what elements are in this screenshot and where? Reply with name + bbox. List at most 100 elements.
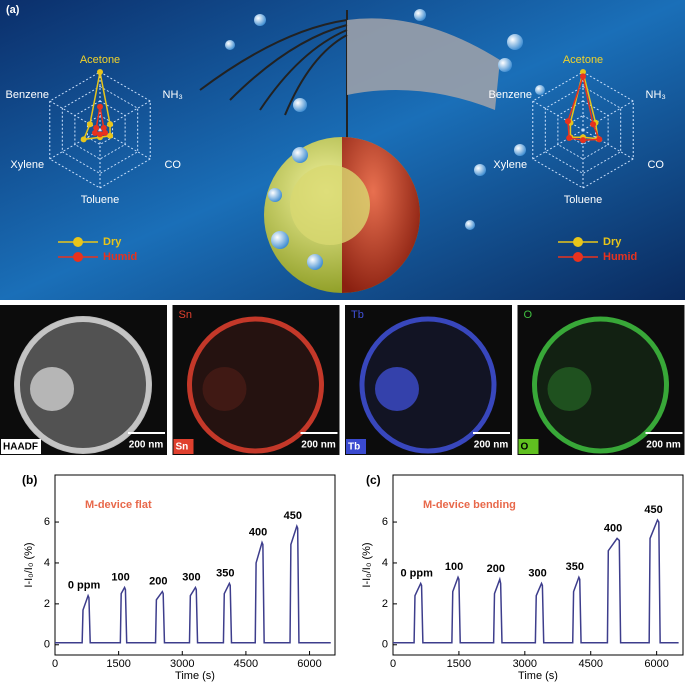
- map-title: O: [524, 309, 533, 321]
- legend-marker: [73, 252, 83, 262]
- plot-frame: [54, 474, 336, 656]
- annotation: 400: [604, 522, 622, 534]
- x-tick-label: 0: [390, 658, 396, 670]
- radar-point: [580, 137, 586, 144]
- y-tick-label: 2: [44, 598, 50, 610]
- radar-axis-label: NH₃: [646, 89, 666, 101]
- radar-point: [100, 124, 107, 131]
- shell-ring: [14, 316, 152, 454]
- illustration: [199, 9, 545, 293]
- map-title: Sn: [179, 309, 192, 321]
- annotation: 100: [445, 561, 463, 573]
- data-line: [55, 523, 331, 644]
- radar-point: [97, 69, 103, 75]
- radar-axis-label: Toluene: [81, 194, 120, 206]
- radar-point: [590, 121, 597, 128]
- radar-point: [596, 136, 603, 143]
- radar-point: [566, 134, 573, 141]
- annotation: 450: [284, 510, 302, 522]
- annotation: 0 ppm: [68, 580, 101, 592]
- radar-point: [86, 121, 93, 128]
- radar-spoke: [532, 100, 584, 131]
- radar-point: [97, 103, 103, 110]
- map-label: Tb: [348, 442, 360, 453]
- map-background: [0, 305, 167, 455]
- annotation: 300: [528, 567, 546, 579]
- chart-title: M-device bending: [423, 499, 516, 511]
- x-tick-label: 6000: [644, 658, 668, 670]
- core: [547, 367, 592, 411]
- legend-label: Dry: [103, 236, 122, 248]
- radar-spoke: [582, 129, 634, 160]
- shell-ring: [187, 316, 324, 454]
- radar-spoke: [49, 129, 101, 160]
- annotation: 400: [249, 526, 267, 538]
- x-axis-label: Time (s): [175, 670, 215, 682]
- radar-point: [91, 129, 98, 136]
- y-tick-label: 0: [382, 639, 388, 651]
- radar-point: [107, 132, 114, 139]
- core: [30, 367, 74, 411]
- radar-axis-label: CO: [164, 159, 181, 171]
- x-tick-label: 4500: [234, 658, 258, 670]
- radar-point: [80, 136, 87, 143]
- shell-fill: [360, 317, 496, 453]
- x-axis-label: Time (s): [518, 670, 558, 682]
- map-background: [517, 305, 685, 455]
- map-label-box: [518, 439, 539, 454]
- y-tick-label: 0: [44, 639, 50, 651]
- annotation: 450: [644, 504, 662, 516]
- map-label-box: [173, 439, 194, 454]
- y-tick-label: 6: [382, 516, 388, 528]
- map-title: Tb: [351, 309, 364, 321]
- map-image: HAADF 200 nm: [0, 305, 167, 455]
- scale-bar-label: 200 nm: [301, 440, 336, 451]
- radar-point: [107, 121, 114, 128]
- legend-marker: [573, 237, 583, 247]
- map-label-box: [346, 439, 366, 454]
- map-label-box: [1, 439, 41, 454]
- annotation: 200: [487, 563, 505, 575]
- legend-label: Dry: [603, 236, 622, 248]
- y-axis-label: I-I₀/I₀ (%): [361, 542, 373, 587]
- core: [202, 367, 247, 411]
- radar-axis-label: Benzene: [489, 89, 532, 101]
- radar-point: [564, 118, 571, 125]
- legend-marker: [73, 237, 83, 247]
- shell-ring: [359, 316, 497, 454]
- annotation: 350: [216, 567, 234, 579]
- y-tick-label: 4: [382, 557, 388, 569]
- panel-label: (b): [22, 473, 37, 487]
- y-tick-label: 2: [382, 598, 388, 610]
- radar-point: [93, 124, 100, 131]
- scale-bar-label: 200 nm: [129, 440, 164, 451]
- radar-grid: [544, 85, 622, 175]
- y-tick-label: 6: [44, 516, 50, 528]
- radar-point: [102, 129, 109, 136]
- radar-axis-label: Xylene: [493, 159, 527, 171]
- legend-label: Humid: [603, 251, 637, 263]
- annotation: 200: [149, 575, 167, 587]
- x-tick-label: 4500: [578, 658, 602, 670]
- map-background: [345, 305, 512, 455]
- radar-point: [580, 73, 586, 80]
- x-tick-label: 6000: [297, 658, 321, 670]
- annotation: 350: [566, 561, 584, 573]
- map-image: O O 200 nm: [517, 305, 685, 455]
- map-label: HAADF: [3, 442, 38, 453]
- plot-frame: [392, 474, 684, 656]
- scale-bar-label: 200 nm: [474, 440, 509, 451]
- radar-point: [580, 69, 586, 75]
- core: [375, 367, 419, 411]
- y-axis-label: I-I₀/I₀ (%): [23, 542, 35, 587]
- panel-label: (a): [6, 4, 20, 16]
- radar-axis-label: Xylene: [10, 159, 44, 171]
- shell-ring: [532, 316, 669, 454]
- annotation: 0 ppm: [400, 567, 433, 579]
- y-tick-label: 4: [44, 557, 50, 569]
- radar-axis-label: NH₃: [163, 89, 183, 101]
- x-tick-label: 1500: [106, 658, 130, 670]
- radar-axis-label: Acetone: [563, 54, 603, 66]
- map-background: [172, 305, 340, 455]
